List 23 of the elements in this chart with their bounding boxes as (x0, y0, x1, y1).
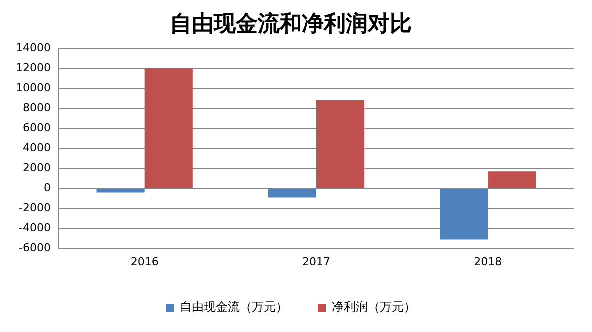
legend-label: 净利润（万元） (332, 300, 416, 314)
y-tick-label: 14000 (16, 41, 51, 54)
x-tick-label: 2017 (302, 255, 330, 268)
y-tick-label: 10000 (16, 81, 51, 94)
chart-title: 自由现金流和净利润对比 (170, 10, 412, 37)
y-tick-label: -4000 (19, 222, 51, 235)
x-tick-label: 2018 (474, 255, 502, 268)
y-tick-label: 6000 (22, 121, 51, 134)
y-tick-label: -6000 (19, 242, 51, 255)
bar (316, 100, 365, 188)
y-tick-label: 0 (44, 182, 51, 195)
y-tick-label: 4000 (22, 141, 51, 154)
bar (440, 189, 488, 240)
x-tick-label: 2016 (130, 255, 159, 268)
y-tick-label: 8000 (22, 101, 51, 114)
bar (144, 68, 193, 188)
bar (268, 189, 316, 198)
y-tick-label: 12000 (16, 61, 51, 74)
bar (96, 189, 145, 193)
y-tick-label: 2000 (22, 162, 51, 174)
bar (488, 172, 536, 188)
y-tick-label: -2000 (19, 202, 51, 215)
legend-label: 自由现金流（万元） (180, 300, 288, 314)
